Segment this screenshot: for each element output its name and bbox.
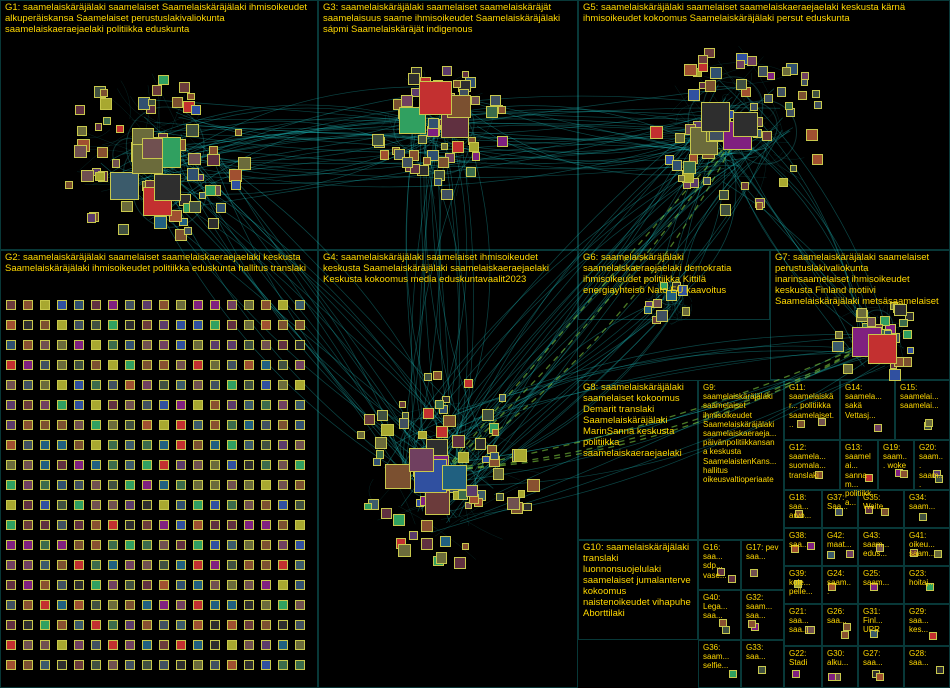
group-label-G33: G33: saa...	[746, 643, 779, 661]
group-label-G21: G21: saa... saa...	[789, 607, 817, 635]
group-box-G27: G27: saa...	[858, 646, 904, 688]
group-box-G37: G37: Saa...	[822, 490, 858, 528]
group-box-G24: G24: saam...	[822, 566, 858, 604]
group-label-G32: G32: saam... saa...	[746, 593, 779, 621]
group-label-G31: G31: Finl... UPR	[863, 607, 899, 635]
group-label-G28: G28: saa...	[909, 649, 945, 667]
group-label-G22: G22: Stadi	[789, 649, 817, 667]
group-label-G40: G40: Lega... saa...	[703, 593, 736, 621]
group-label-G27: G27: saa...	[863, 649, 899, 667]
group-label-G10: G10: saamelaiskäräjälaki translaki luonn…	[583, 543, 693, 619]
group-box-G25: G25: saam...	[858, 566, 904, 604]
group-label-G2: G2: saamelaiskäräjälaki saamelaiset saam…	[5, 253, 313, 275]
group-label-G1: G1: saamelaiskäräjälaki saamelaiset Saam…	[5, 3, 313, 36]
group-label-G24: G24: saam...	[827, 569, 853, 597]
group-box-G20: G20: saam... saam...	[914, 440, 950, 490]
group-box-G12: G12: saamela... suomala... translaki	[784, 440, 840, 490]
group-box-G30: G30: alku...	[822, 646, 858, 688]
group-box-G6: G6: saamelaiskäräjälaki saamelaiskaeraej…	[578, 250, 770, 320]
group-box-G16: G16: saa... sdp... vase...	[698, 540, 741, 590]
group-box-G19: G19: saam... woke	[878, 440, 914, 490]
group-box-G8: G8: saamelaiskäräjälaki saamelaiset koko…	[578, 380, 698, 540]
group-box-G28: G28: saa...	[904, 646, 950, 688]
group-label-G34: G34: saam...	[909, 493, 945, 511]
group-label-G29: G29: saa... kes...	[909, 607, 945, 635]
group-label-G17: G17: pev saa...	[746, 543, 779, 561]
group-box-G9: G9: saamelaiskäräjälaki saamelaiset ihmi…	[698, 380, 784, 540]
group-label-G20: G20: saam... saam...	[919, 443, 945, 489]
group-box-G14: G14: saamela... sakä Vettasj...	[840, 380, 895, 440]
group-label-G25: G25: saam...	[863, 569, 899, 587]
group-box-G21: G21: saa... saa...	[784, 604, 822, 646]
group-box-G5: G5: saamelaiskäräjälaki saamelaiset saam…	[578, 0, 950, 250]
group-box-G42: G42: maat...	[822, 528, 858, 566]
group-box-G26: G26: saa...	[822, 604, 858, 646]
group-box-G38: G38: saa...	[784, 528, 822, 566]
group-label-G16: G16: saa... sdp... vase...	[703, 543, 736, 580]
group-box-G22: G22: Stadi	[784, 646, 822, 688]
group-box-G35: G35: Waite...	[858, 490, 904, 528]
group-label-G5: G5: saamelaiskäräjälaki saamelaiset saam…	[583, 3, 945, 25]
group-label-G4: G4: saamelaiskäräjälaki saamelaiset ihmi…	[323, 253, 573, 286]
group-box-G7: G7: saamelaiskäräjälaki saamelaiset peru…	[770, 250, 950, 380]
group-label-G38: G38: saa...	[789, 531, 817, 549]
group-box-G13: G13: saamelai... sannam... politiikka...	[840, 440, 878, 490]
group-box-G36: G36: saam... selfie...	[698, 640, 741, 688]
network-visualization: G1: saamelaiskäräjälaki saamelaiset Saam…	[0, 0, 950, 688]
group-box-G40: G40: Lega... saa...	[698, 590, 741, 640]
group-label-G35: G35: Waite...	[863, 493, 899, 511]
group-box-G17: G17: pev saa...	[741, 540, 784, 590]
group-label-G26: G26: saa...	[827, 607, 853, 625]
group-box-G11: G11: saamelaiskär... politiikka saamelai…	[784, 380, 840, 440]
group-label-G36: G36: saam... selfie...	[703, 643, 736, 671]
group-box-G33: G33: saa...	[741, 640, 784, 688]
group-label-G39: G39: kole... pelle...	[789, 569, 817, 597]
group-label-G7: G7: saamelaiskäräjälaki saamelaiset peru…	[775, 253, 945, 308]
group-box-G34: G34: saam...	[904, 490, 950, 528]
group-label-G30: G30: alku...	[827, 649, 853, 667]
group-label-G11: G11: saamelaiskär... politiikka saamelai…	[789, 383, 835, 429]
group-label-G6: G6: saamelaiskäräjälaki saamelaiskaeraej…	[583, 253, 765, 297]
group-box-G18: G18: saa... arvo...	[784, 490, 822, 528]
group-label-G9: G9: saamelaiskäräjälaki saamelaiset ihmi…	[703, 383, 779, 484]
group-label-G42: G42: maat...	[827, 531, 853, 549]
group-box-G41: G41: oikeu... saam...	[904, 528, 950, 566]
group-label-G3: G3: saamelaiskäräjälaki saamelaiset saam…	[323, 3, 573, 36]
group-box-G3: G3: saamelaiskäräjälaki saamelaiset saam…	[318, 0, 578, 250]
group-label-G15: G15: saamelai... saamelai...	[900, 383, 945, 411]
group-label-G19: G19: saam... woke	[883, 443, 909, 471]
group-label-G37: G37: Saa...	[827, 493, 853, 511]
group-label-G12: G12: saamela... suomala... translaki	[789, 443, 835, 480]
group-box-G31: G31: Finl... UPR	[858, 604, 904, 646]
group-box-G23: G23: hoitaj...	[904, 566, 950, 604]
group-box-G10: G10: saamelaiskäräjälaki translaki luonn…	[578, 540, 698, 640]
group-box-G2: G2: saamelaiskäräjälaki saamelaiset saam…	[0, 250, 318, 688]
group-box-G1: G1: saamelaiskäräjälaki saamelaiset Saam…	[0, 0, 318, 250]
group-label-G18: G18: saa... arvo...	[789, 493, 817, 521]
group-label-G8: G8: saamelaiskäräjälaki saamelaiset koko…	[583, 383, 693, 459]
group-box-G4: G4: saamelaiskäräjälaki saamelaiset ihmi…	[318, 250, 578, 688]
group-label-G41: G41: oikeu... saam...	[909, 531, 945, 559]
group-box-G43: G43: saam... edus...	[858, 528, 904, 566]
group-box-G15: G15: saamelai... saamelai...	[895, 380, 950, 440]
group-label-G23: G23: hoitaj...	[909, 569, 945, 587]
group-label-G43: G43: saam... edus...	[863, 531, 899, 559]
group-box-G39: G39: kole... pelle...	[784, 566, 822, 604]
group-box-G32: G32: saam... saa...	[741, 590, 784, 640]
group-label-G14: G14: saamela... sakä Vettasj...	[845, 383, 890, 420]
group-box-G29: G29: saa... kes...	[904, 604, 950, 646]
